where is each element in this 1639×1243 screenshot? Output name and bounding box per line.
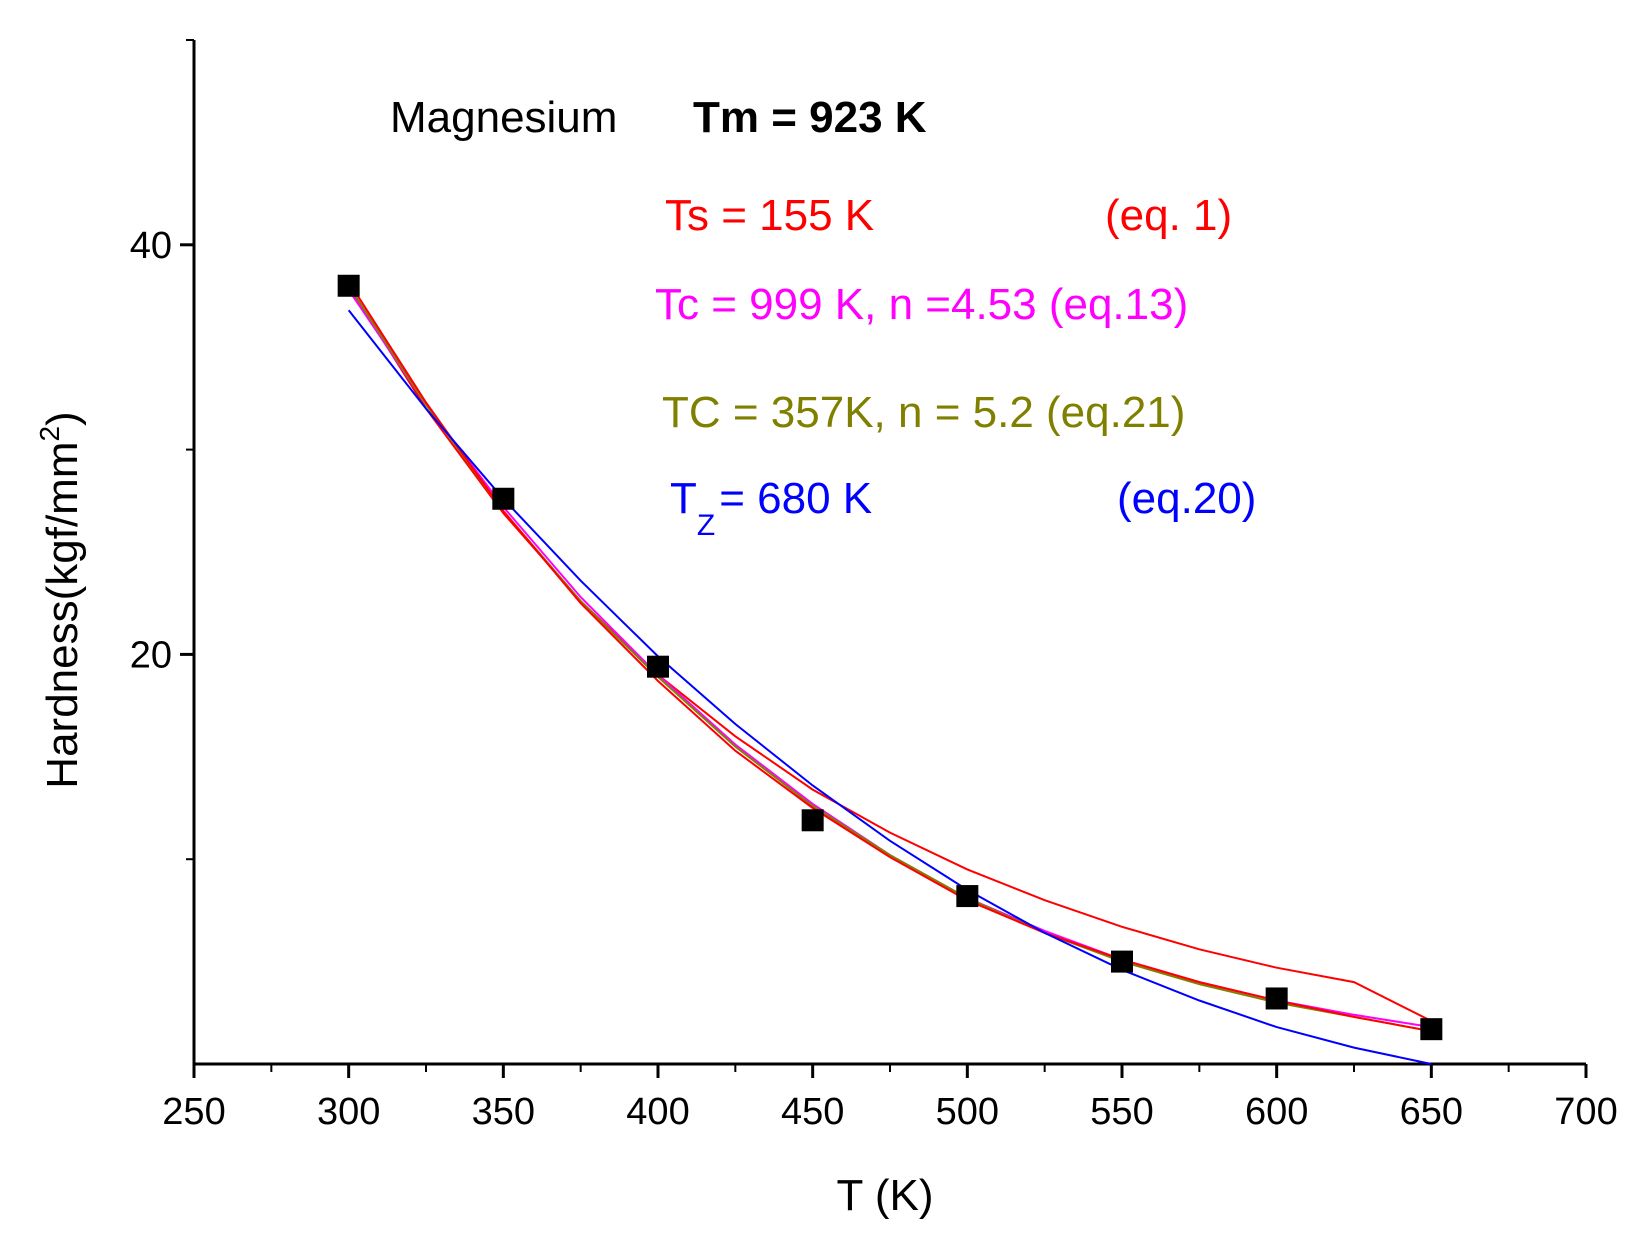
- x-tick-label-450: 450: [781, 1091, 844, 1133]
- x-tick-label-400: 400: [626, 1091, 689, 1133]
- annotation-tz-value: = 680 K: [719, 474, 872, 523]
- fit-curves: [347, 281, 1432, 1065]
- x-tick-label-350: 350: [472, 1091, 535, 1133]
- annotation-tc: Tc = 999 K, n =4.53 (eq.13): [655, 280, 1188, 329]
- x-tick-label-650: 650: [1400, 1091, 1463, 1133]
- y-axis-title-main: Hardness(kgf/mm: [38, 442, 87, 789]
- annotation-tz-sub: Z: [697, 509, 715, 542]
- x-tick-label-500: 500: [936, 1091, 999, 1133]
- x-tick-label-250: 250: [162, 1091, 225, 1133]
- data-point-400: [647, 655, 669, 678]
- data-point-600: [1265, 987, 1288, 1010]
- curve-eq-20: [347, 309, 1432, 1065]
- y-tick-label-40: 40: [130, 225, 172, 267]
- data-point-650: [1420, 1018, 1443, 1041]
- x-tick-label-300: 300: [317, 1091, 380, 1133]
- data-point-300: [337, 274, 360, 297]
- data-points: [337, 274, 1443, 1041]
- x-tick-label-700: 700: [1554, 1091, 1617, 1133]
- y-axis-title-sup: 2: [34, 426, 65, 442]
- x-tick-label-600: 600: [1245, 1091, 1308, 1133]
- annotation-material: Magnesium: [390, 93, 617, 142]
- annotation-ts-eq: (eq. 1): [1105, 191, 1232, 240]
- annotation-tz: TZ= 680 K: [670, 474, 872, 542]
- annotation-tz-eq: (eq.20): [1117, 474, 1256, 523]
- annotation-tc2: TC = 357K, n = 5.2 (eq.21): [662, 388, 1185, 437]
- data-point-500: [956, 885, 979, 908]
- y-tick-label-20: 20: [130, 634, 172, 676]
- y-axis-title: Hardness(kgf/mm2): [34, 411, 87, 788]
- data-point-450: [801, 809, 824, 832]
- axes: 250 300 350 400 450 500 550 600 650 700 20 40: [130, 39, 1618, 1133]
- curve-eq-1-secondary: [347, 281, 1432, 1033]
- data-point-350: [492, 487, 515, 510]
- x-tick-label-550: 550: [1090, 1091, 1153, 1133]
- y-axis-title-close: ): [38, 411, 87, 426]
- annotation-ts: Ts = 155 K: [665, 191, 874, 240]
- annotation-tz-main: T: [670, 474, 697, 523]
- x-axis-title: T (K): [837, 1171, 934, 1220]
- annotation-tm: Tm = 923 K: [693, 93, 927, 142]
- data-point-550: [1111, 950, 1133, 973]
